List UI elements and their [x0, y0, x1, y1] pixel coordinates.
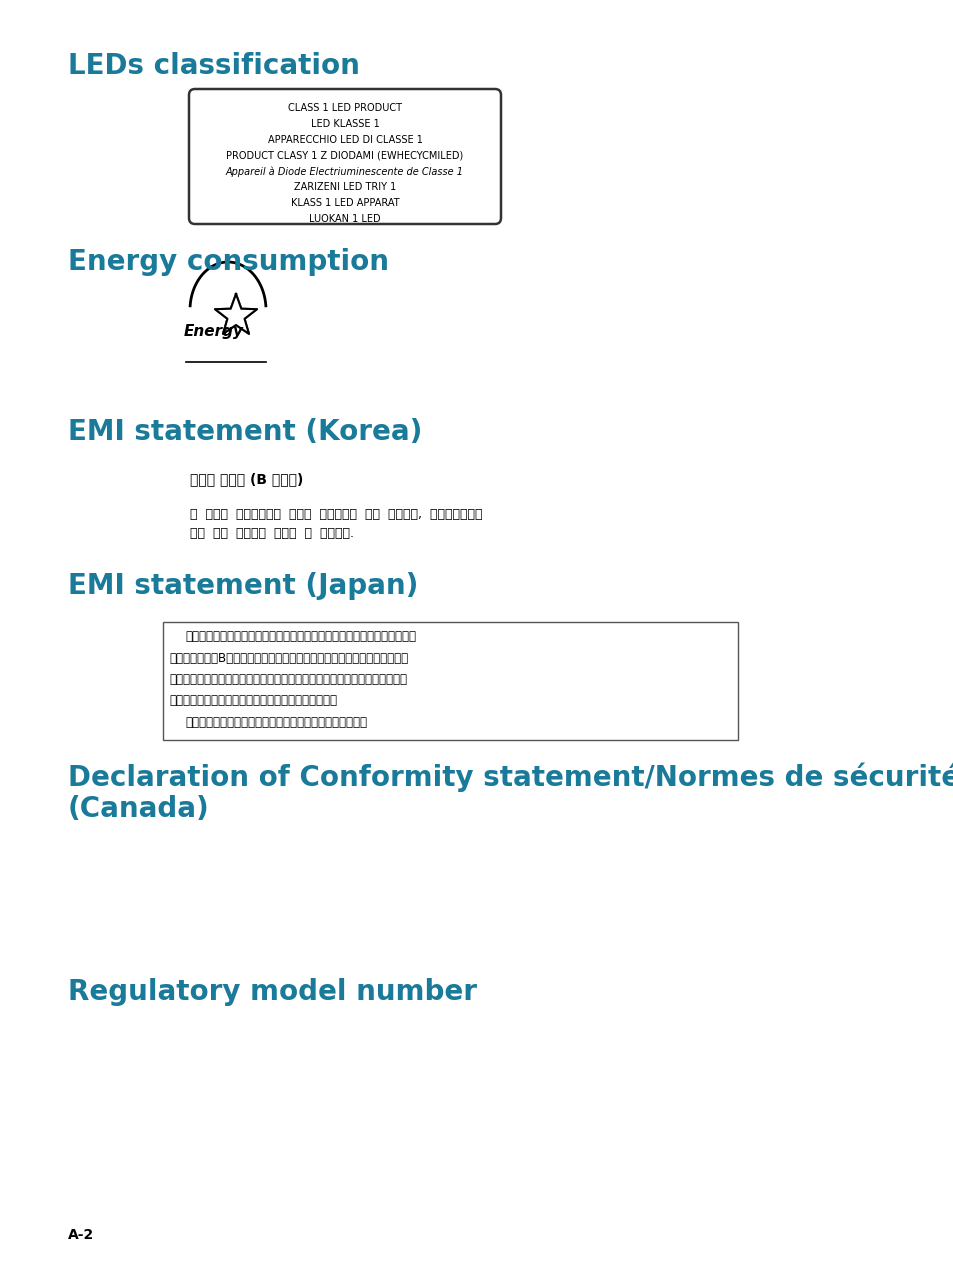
- Text: に基づくクラスB情報技術装置です。この装置は、家庭環境で使用すること: に基づくクラスB情報技術装置です。この装置は、家庭環境で使用すること: [169, 652, 408, 664]
- Text: PRODUCT CLASY 1 Z DIODAMI (EWHECYCMILED): PRODUCT CLASY 1 Z DIODAMI (EWHECYCMILED): [226, 151, 463, 160]
- Text: A-2: A-2: [68, 1228, 94, 1242]
- Text: ZARIZENI LED TRIY 1: ZARIZENI LED TRIY 1: [294, 183, 395, 192]
- Text: 取り扱い説明書に従って正しい取り扱いをして下さい。: 取り扱い説明書に従って正しい取り扱いをして下さい。: [185, 716, 367, 729]
- FancyBboxPatch shape: [189, 89, 500, 224]
- Text: CLASS 1 LED PRODUCT: CLASS 1 LED PRODUCT: [288, 103, 401, 113]
- Text: を目的としていますが、この装置がラジオやテレビジョン受信機に近接して: を目的としていますが、この装置がラジオやテレビジョン受信機に近接して: [169, 673, 407, 686]
- Text: (Canada): (Canada): [68, 795, 210, 823]
- Text: 사용자 안내문 (B 급기기): 사용자 안내문 (B 급기기): [190, 472, 303, 486]
- Text: LUOKAN 1 LED: LUOKAN 1 LED: [309, 215, 380, 224]
- FancyBboxPatch shape: [163, 622, 738, 740]
- Text: 불분  모든  지역에서  사용할  수  있습니다.: 불분 모든 지역에서 사용할 수 있습니다.: [190, 527, 354, 540]
- Polygon shape: [214, 293, 256, 334]
- Text: Appareil à Diode Electriuminescente de Classe 1: Appareil à Diode Electriuminescente de C…: [226, 166, 463, 177]
- Text: 이  기기는  비업무용으로  전자파  장해검지를  받은  기기로서,  주거지역에서는: 이 기기는 비업무용으로 전자파 장해검지를 받은 기기로서, 주거지역에서는: [190, 508, 482, 521]
- Text: KLASS 1 LED APPARAT: KLASS 1 LED APPARAT: [291, 198, 399, 208]
- Text: Regulatory model number: Regulatory model number: [68, 978, 476, 1006]
- Text: APPARECCHIO LED DI CLASSE 1: APPARECCHIO LED DI CLASSE 1: [267, 135, 422, 145]
- Text: EMI statement (Japan): EMI statement (Japan): [68, 572, 418, 599]
- Text: EMI statement (Korea): EMI statement (Korea): [68, 418, 422, 446]
- Text: Energy: Energy: [184, 324, 244, 339]
- Text: LEDs classification: LEDs classification: [68, 52, 359, 80]
- Text: LED KLASSE 1: LED KLASSE 1: [311, 119, 379, 128]
- Text: Declaration of Conformity statement/Normes de sécurité: Declaration of Conformity statement/Norm…: [68, 762, 953, 791]
- Text: この装置は、情報処理装置等電波障害自主規制協議会（ＶＣＣＩ）の基準: この装置は、情報処理装置等電波障害自主規制協議会（ＶＣＣＩ）の基準: [185, 630, 416, 643]
- Text: 使用されると受信障害を引き起こすことがあります。: 使用されると受信障害を引き起こすことがあります。: [169, 695, 336, 707]
- Text: Energy consumption: Energy consumption: [68, 248, 389, 276]
